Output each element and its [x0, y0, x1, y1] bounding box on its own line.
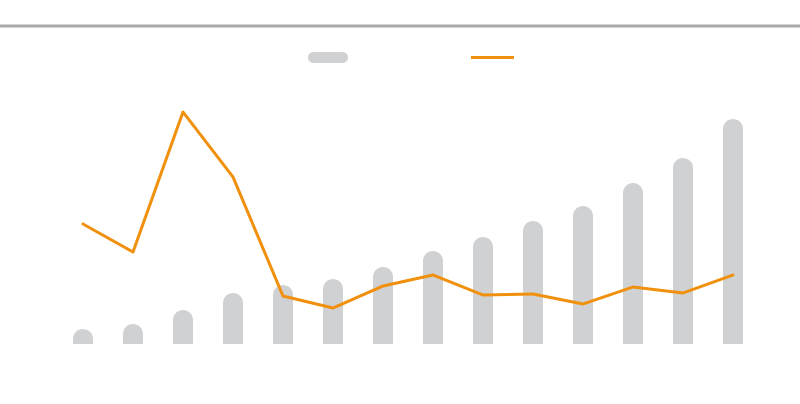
- bar-1: [73, 329, 93, 344]
- bar-14: [723, 119, 743, 344]
- bar-10: [523, 221, 543, 344]
- bar-5: [273, 285, 293, 344]
- bar-series: [73, 119, 743, 344]
- bar-12: [623, 183, 643, 344]
- bar-13: [673, 158, 693, 344]
- legend-bar-swatch: [308, 52, 348, 63]
- legend: [308, 52, 514, 63]
- bar-4: [223, 293, 243, 344]
- bar-2: [123, 324, 143, 344]
- bar-8: [423, 251, 443, 344]
- bar-9: [473, 237, 493, 344]
- bar-6: [323, 279, 343, 344]
- line-series: [81, 110, 735, 310]
- bar-7: [373, 267, 393, 344]
- bar-11: [573, 206, 593, 344]
- bar-3: [173, 310, 193, 344]
